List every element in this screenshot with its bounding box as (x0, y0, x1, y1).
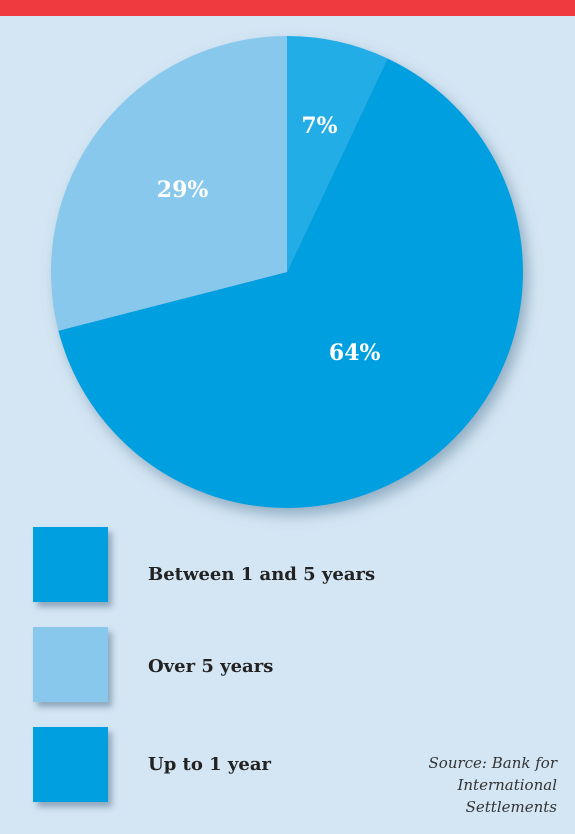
legend-label-over-5-years: Over 5 years (148, 656, 274, 677)
legend-swatch-up-to-1-year (33, 727, 108, 802)
legend-label-between-1-and-5-years: Between 1 and 5 years (148, 564, 376, 585)
top-accent-bar (0, 0, 575, 16)
pie-slice-between-1-and-5-years (58, 58, 524, 509)
legend-swatch-over-5-years (33, 627, 108, 702)
legend-swatch-between-1-and-5-years (33, 527, 108, 602)
pie-chart: 7% 64% 29% (50, 36, 524, 509)
pie-slice-up-to-1-year (287, 36, 388, 272)
pie-slice-over-5-years (50, 36, 288, 331)
pie-label-over-5-years: 29% (157, 177, 209, 203)
source-note: Source: Bank for International Settlemen… (428, 754, 557, 816)
pie-label-between-1-and-5-years: 64% (329, 340, 381, 366)
pie-label-up-to-1-year: 7% (301, 113, 337, 139)
legend-label-up-to-1-year: Up to 1 year (148, 754, 271, 775)
